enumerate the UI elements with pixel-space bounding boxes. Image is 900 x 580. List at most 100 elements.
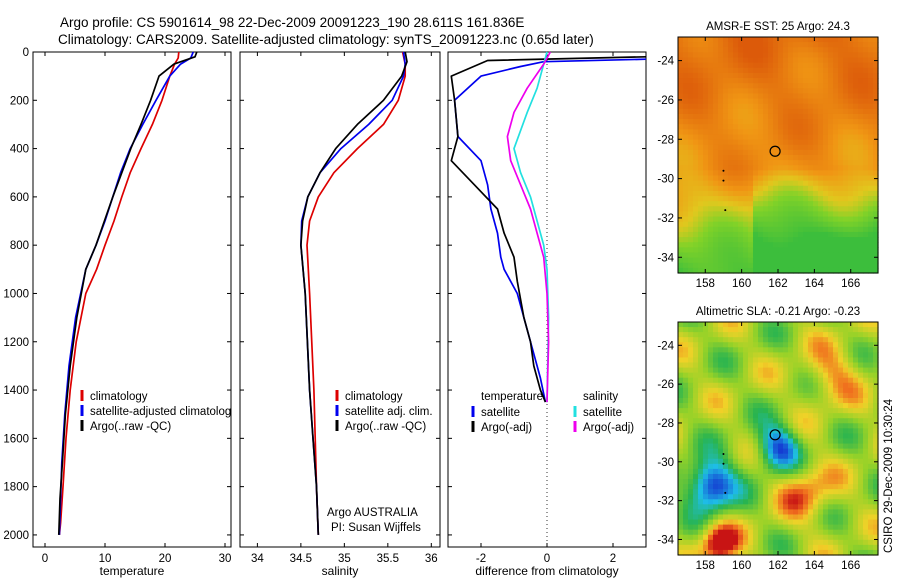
- heatmap-cell: [843, 387, 849, 394]
- heatmap-cell: [738, 468, 744, 475]
- heatmap-cell: [703, 144, 709, 151]
- heatmap-cell: [703, 428, 709, 435]
- heatmap-cell: [813, 433, 819, 440]
- heatmap-cell: [848, 155, 854, 161]
- heatmap-cell: [873, 484, 879, 490]
- x-tick-label: 34: [251, 553, 264, 565]
- heatmap-cell: [708, 190, 714, 197]
- y-tick-label: -28: [657, 134, 674, 146]
- heatmap-cell: [858, 129, 864, 136]
- heatmap-cell: [693, 519, 699, 526]
- heatmap-cell: [853, 103, 859, 110]
- heatmap-cell: [733, 206, 739, 213]
- heatmap-cell: [858, 185, 864, 192]
- heatmap-cell: [693, 509, 699, 516]
- heatmap-cell: [703, 170, 709, 177]
- heatmap-cell: [773, 139, 779, 146]
- heatmap-cell: [683, 144, 689, 151]
- heatmap-cell: [853, 504, 859, 511]
- heatmap-cell: [848, 247, 854, 254]
- heatmap-cell: [763, 42, 769, 48]
- heatmap-cell: [688, 372, 694, 379]
- heatmap-cell: [748, 262, 754, 269]
- heatmap-cell: [823, 231, 829, 238]
- heatmap-cell: [798, 392, 804, 399]
- heatmap-cell: [748, 175, 754, 182]
- heatmap-cell: [793, 347, 799, 353]
- heatmap-cell: [828, 484, 834, 490]
- temperature-panel: 0 10 20 30020040060080010001200140016001800…: [3, 47, 232, 578]
- heatmap-cell: [808, 372, 814, 379]
- heatmap-cell: [858, 226, 864, 233]
- heatmap-cell: [713, 134, 719, 141]
- heatmap-cell: [753, 337, 759, 343]
- heatmap-cell: [778, 362, 784, 369]
- heatmap-cell: [833, 211, 839, 218]
- heatmap-cell: [763, 342, 769, 348]
- heatmap-cell: [873, 392, 879, 399]
- y-tick-label: 2000: [3, 530, 29, 542]
- heatmap-cell: [798, 185, 804, 192]
- heatmap-cell: [853, 93, 859, 100]
- heatmap-cell: [798, 221, 804, 228]
- heatmap-cell: [763, 78, 769, 84]
- heatmap-cell: [828, 98, 834, 105]
- heatmap-cell: [868, 242, 874, 248]
- heatmap-cell: [793, 499, 799, 505]
- heatmap-cell: [723, 196, 729, 202]
- heatmap-cell: [718, 332, 724, 338]
- heatmap-cell: [788, 463, 794, 470]
- heatmap-cell: [683, 438, 689, 445]
- heatmap-cell: [708, 165, 714, 171]
- heatmap-cell: [828, 119, 834, 125]
- heatmap-cell: [758, 108, 764, 115]
- heatmap-cell: [698, 47, 704, 53]
- heatmap-cell: [813, 473, 819, 480]
- heatmap-cell: [838, 247, 844, 254]
- heatmap-cell: [738, 252, 744, 259]
- heatmap-cell: [853, 468, 859, 475]
- heatmap-cell: [678, 499, 684, 505]
- heatmap-cell: [803, 504, 809, 511]
- heatmap-cell: [843, 337, 849, 343]
- heatmap-cell: [818, 509, 824, 516]
- heatmap-cell: [788, 418, 794, 424]
- heatmap-cell: [858, 382, 864, 389]
- heatmap-cell: [753, 242, 759, 248]
- heatmap-cell: [743, 453, 749, 460]
- heatmap-cell: [848, 52, 854, 59]
- heatmap-cell: [828, 67, 834, 74]
- heatmap-cell: [753, 231, 759, 238]
- heatmap-cell: [863, 514, 869, 521]
- heatmap-cell: [783, 180, 789, 187]
- heatmap-cell: [703, 499, 709, 505]
- heatmap-cell: [733, 443, 739, 450]
- heatmap-cell: [853, 387, 859, 394]
- heatmap-cell: [748, 453, 754, 460]
- heatmap-cell: [688, 165, 694, 171]
- heatmap-cell: [778, 201, 784, 207]
- heatmap-cell: [758, 438, 764, 445]
- heatmap-cell: [683, 463, 689, 470]
- heatmap-cell: [843, 57, 849, 64]
- heatmap-cell: [853, 418, 859, 424]
- heatmap-cell: [678, 134, 684, 141]
- heatmap-cell: [788, 83, 794, 89]
- heatmap-cell: [833, 221, 839, 228]
- heatmap-cell: [813, 190, 819, 197]
- heatmap-cell: [748, 448, 754, 455]
- heatmap-cell: [858, 242, 864, 248]
- heatmap-cell: [868, 423, 874, 429]
- heatmap-cell: [793, 190, 799, 197]
- heatmap-cell: [848, 408, 854, 414]
- heatmap-cell: [813, 231, 819, 238]
- heatmap-cell: [703, 216, 709, 223]
- heatmap-cell: [853, 119, 859, 125]
- heatmap-cell: [858, 62, 864, 69]
- heatmap-cell: [838, 347, 844, 353]
- heatmap-cell: [803, 408, 809, 414]
- heatmap-cell: [868, 489, 874, 495]
- heatmap-cell: [783, 453, 789, 460]
- heatmap-cell: [838, 201, 844, 207]
- heatmap-cell: [863, 397, 869, 404]
